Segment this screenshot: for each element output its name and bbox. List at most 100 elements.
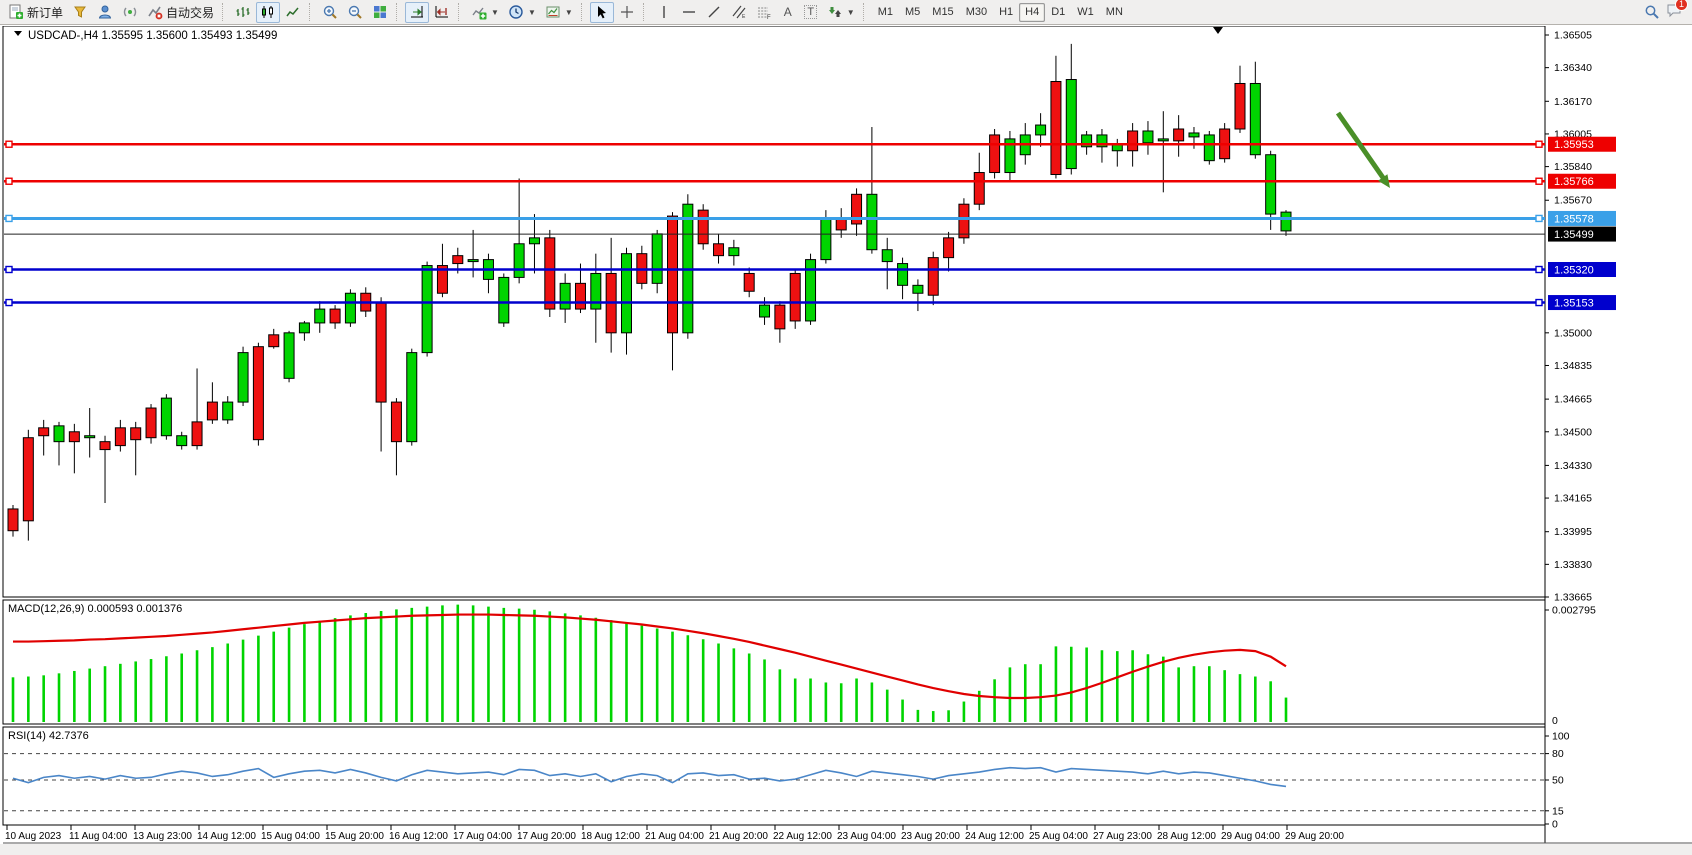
funnel-button[interactable] <box>68 2 92 23</box>
candle-bear <box>989 134 1001 174</box>
svg-text:E: E <box>742 14 746 20</box>
profile-button[interactable] <box>93 2 117 23</box>
price-badge <box>1548 136 1616 152</box>
equidistant-channel-button[interactable]: E <box>727 2 751 23</box>
candlestick-chart-button[interactable] <box>256 1 281 23</box>
hline-handle[interactable] <box>5 298 13 307</box>
candle-bear <box>574 282 586 310</box>
candle-bull <box>344 292 356 324</box>
chat-button[interactable]: 1 <box>1666 0 1688 23</box>
candle-bear <box>99 441 111 451</box>
time-tick-label: 29 Aug 04:00 <box>1221 831 1280 842</box>
candle-bear <box>7 508 19 532</box>
trendline-button[interactable] <box>702 2 726 23</box>
chart-canvas[interactable]: 1.365051.363401.361701.360051.358401.356… <box>0 25 1692 855</box>
price-badge <box>1548 173 1616 189</box>
hline-handle[interactable] <box>1535 265 1543 274</box>
zoom-in-button[interactable] <box>318 2 342 23</box>
price-badge <box>1548 261 1616 277</box>
rsi-label: RSI(14) 42.7376 <box>8 730 89 742</box>
bar-chart-icon <box>236 7 250 17</box>
chart-shift-icon <box>435 6 449 18</box>
timeframe-button-h4[interactable]: H4 <box>1019 2 1046 22</box>
candle-bear <box>452 255 464 265</box>
hline-handle[interactable] <box>5 214 13 223</box>
horizontal-line-button[interactable] <box>677 2 701 23</box>
zoom-in-icon <box>323 5 337 19</box>
hline-handle[interactable] <box>1535 140 1543 148</box>
candle-bull <box>222 401 234 421</box>
candle-bear <box>329 308 341 324</box>
symbol-dropdown-icon[interactable] <box>14 31 22 36</box>
search-icon[interactable] <box>1644 4 1660 20</box>
text-tool-icon: A <box>783 5 792 19</box>
hline-handle[interactable] <box>1535 177 1543 185</box>
dropdown-arrow-icon: ▼ <box>846 7 855 17</box>
hline-handle[interactable] <box>1535 298 1543 307</box>
templates-button[interactable]: ▼ <box>541 2 577 23</box>
crosshair-button[interactable] <box>615 2 639 23</box>
auto-scroll-button[interactable] <box>405 1 430 23</box>
notification-badge: 1 <box>1675 0 1688 11</box>
candle-bear <box>544 237 556 310</box>
bar-chart-button[interactable] <box>231 2 255 23</box>
timeframe-button-m30[interactable]: M30 <box>965 6 988 18</box>
clock-icon <box>509 5 523 19</box>
hline-handle[interactable] <box>5 265 13 274</box>
price-tick-label: 1.34330 <box>1554 460 1592 472</box>
hline-handle[interactable] <box>5 177 13 185</box>
rsi-axis-label: 100 <box>1552 731 1570 743</box>
timeframe-button-h1[interactable]: H1 <box>999 6 1014 18</box>
text-button[interactable]: A <box>777 2 799 23</box>
chart-shift-button[interactable] <box>430 2 454 23</box>
periods-button[interactable]: ▼ <box>504 2 540 23</box>
add-indicator-button[interactable]: ▼ <box>467 2 503 23</box>
candle-bear <box>436 265 448 294</box>
macd-pane <box>2 599 1546 725</box>
chart-window[interactable]: 1.36505 1.36340 1.36170 1.36005 1.35840 1.356… <box>0 25 1692 855</box>
text-label-button[interactable]: T <box>800 2 822 23</box>
tile-windows-button[interactable] <box>368 2 392 23</box>
fibonacci-button[interactable]: F <box>752 2 776 23</box>
timeframe-button-d1[interactable]: D1 <box>1051 6 1066 18</box>
macd-axis-max: 0.002795 <box>1552 605 1596 617</box>
candle-bear <box>114 427 126 447</box>
time-tick-label: 24 Aug 12:00 <box>965 831 1024 842</box>
timeframe-button-mn[interactable]: MN <box>1105 6 1123 18</box>
line-chart-button[interactable] <box>281 2 305 23</box>
candle-bear <box>375 302 387 403</box>
signal-button[interactable] <box>118 2 142 23</box>
autotrading-button[interactable]: 自动交易 <box>143 2 218 23</box>
time-tick-label: 29 Aug 20:00 <box>1285 831 1344 842</box>
price-tick-label: 1.36505 <box>1554 30 1592 42</box>
shift-marker-icon[interactable] <box>1213 27 1223 34</box>
arrows-button[interactable]: ▼ <box>823 2 859 23</box>
candle-bear <box>1127 130 1139 152</box>
vertical-line-button[interactable] <box>652 2 676 23</box>
candle-bull <box>283 332 295 379</box>
zoom-out-icon <box>348 5 362 19</box>
rsi-axis-label: 0 <box>1552 819 1558 831</box>
timeframe-button-m1[interactable]: M1 <box>877 6 893 18</box>
annotation-arrow[interactable] <box>1335 111 1389 184</box>
price-tick-label: 1.34665 <box>1554 394 1592 406</box>
price-badge-label: 1.35766 <box>1554 176 1594 188</box>
candle-bear <box>1173 128 1185 142</box>
hline-handle[interactable] <box>1535 214 1543 223</box>
zoom-out-button[interactable] <box>343 2 367 23</box>
price-tick-label: 1.33665 <box>1554 592 1592 604</box>
timeframe-button-w1[interactable]: W1 <box>1077 6 1094 18</box>
hline-handle[interactable] <box>5 140 13 148</box>
profile-icon <box>98 5 112 19</box>
candle-bull <box>528 237 540 245</box>
timeframe-button-m5[interactable]: M5 <box>905 6 921 18</box>
cursor-button[interactable] <box>589 1 614 23</box>
candle-bull <box>1035 124 1047 136</box>
new-order-button[interactable]: 新订单 <box>4 2 67 23</box>
time-tick-label: 15 Aug 20:00 <box>325 831 384 842</box>
time-tick-label: 18 Aug 12:00 <box>581 831 640 842</box>
timeframe-button-m15[interactable]: M15 <box>932 6 954 18</box>
price-tick-label: 1.33830 <box>1554 559 1592 571</box>
candle-bear <box>145 407 157 439</box>
time-tick-label: 16 Aug 12:00 <box>389 831 448 842</box>
